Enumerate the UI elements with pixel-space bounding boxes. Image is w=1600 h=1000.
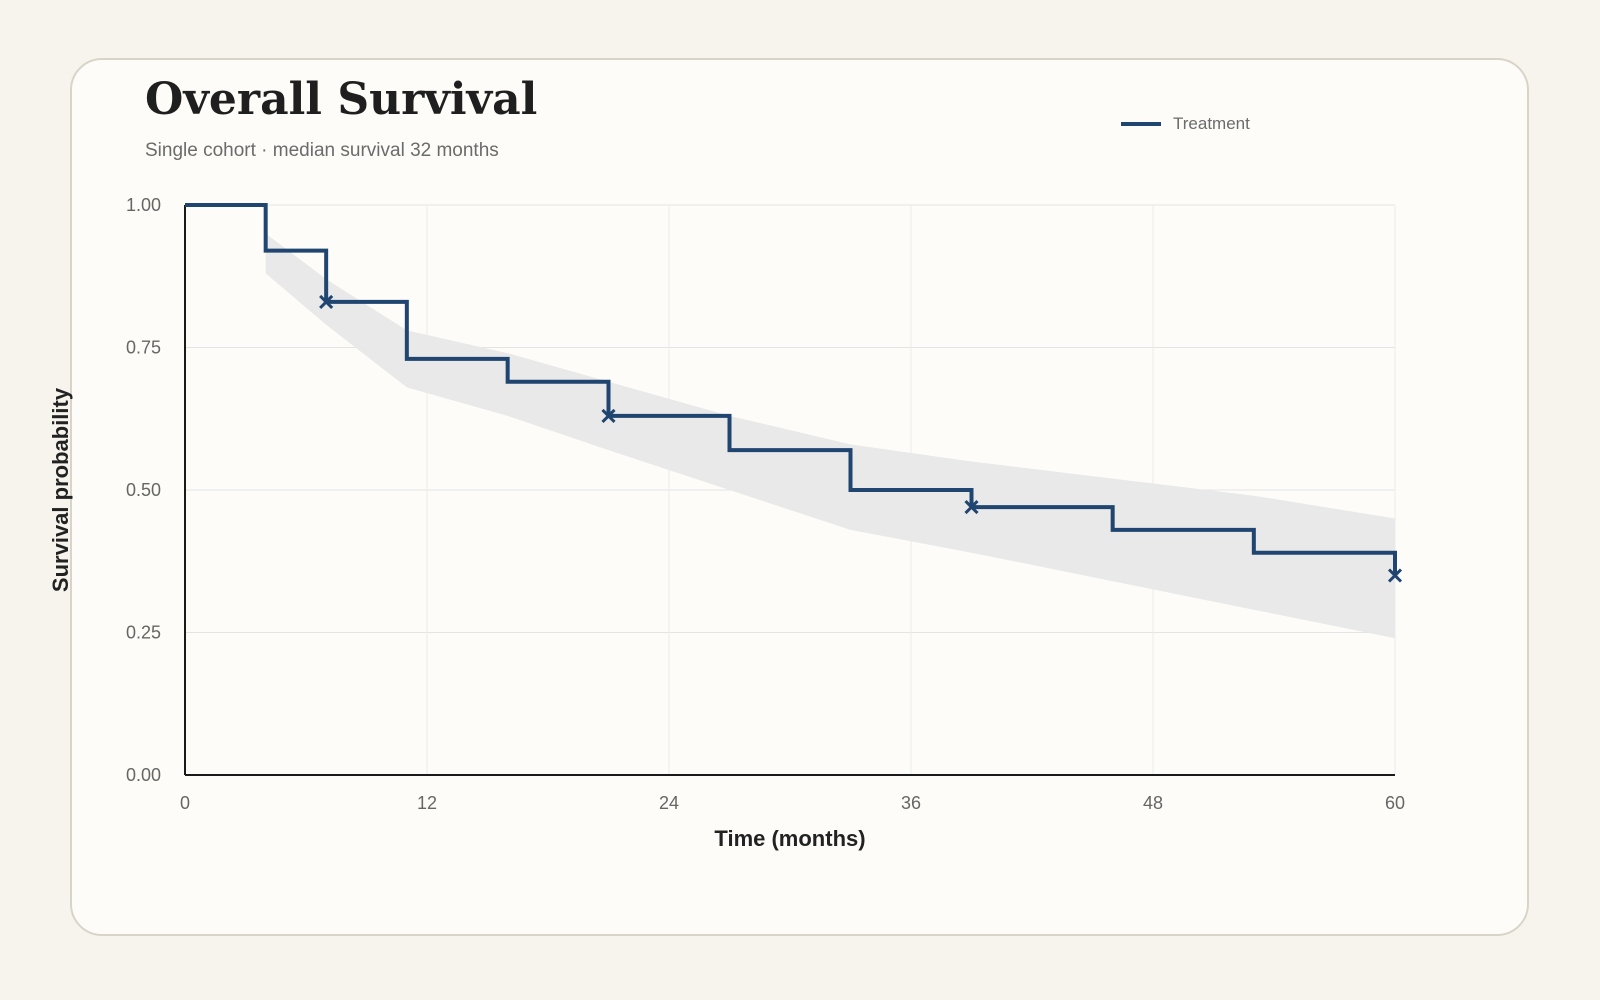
survival-step-line bbox=[185, 203, 1397, 576]
y-tick-label: 0.75 bbox=[126, 338, 161, 358]
censor-mark-2 bbox=[964, 500, 979, 515]
censor-mark-3 bbox=[1387, 568, 1403, 583]
x-tick-labels: 0 12 24 36 48 60 bbox=[180, 793, 1405, 813]
y-tick-labels: 0.00 0.25 0.50 0.75 1.00 bbox=[126, 195, 161, 785]
x-tick-label: 36 bbox=[901, 793, 921, 813]
axes bbox=[184, 205, 1395, 776]
x-tick-label: 24 bbox=[659, 793, 679, 813]
y-tick-label: 0.00 bbox=[126, 765, 161, 785]
chart-title: Overall Survival bbox=[145, 74, 538, 125]
censor-marks bbox=[319, 294, 1403, 583]
y-tick-label: 1.00 bbox=[126, 195, 161, 215]
chart-subtitle: Single cohort · median survival 32 month… bbox=[145, 140, 499, 161]
censor-mark-0 bbox=[319, 294, 334, 309]
censor-mark-stroke bbox=[1387, 568, 1403, 583]
x-tick-label: 60 bbox=[1385, 793, 1405, 813]
x-tick-label: 48 bbox=[1143, 793, 1163, 813]
y-axis-title: Survival probability bbox=[48, 387, 73, 592]
survival-curve bbox=[185, 203, 1397, 576]
censor-mark-stroke bbox=[319, 294, 334, 309]
legend-swatch bbox=[1121, 122, 1161, 126]
confidence-band-area bbox=[265, 233, 1396, 639]
x-tick-label: 12 bbox=[417, 793, 437, 813]
censor-mark-1 bbox=[601, 408, 616, 423]
censor-mark-stroke bbox=[601, 408, 616, 423]
y-tick-label: 0.50 bbox=[126, 480, 161, 500]
x-tick-label: 0 bbox=[180, 793, 190, 813]
confidence-band bbox=[265, 233, 1396, 639]
y-tick-label: 0.25 bbox=[126, 623, 161, 643]
legend-label-treatment: Treatment bbox=[1173, 114, 1250, 133]
censor-mark-stroke bbox=[964, 500, 979, 515]
x-axis-title: Time (months) bbox=[714, 826, 865, 851]
legend: Treatment bbox=[1121, 114, 1250, 134]
